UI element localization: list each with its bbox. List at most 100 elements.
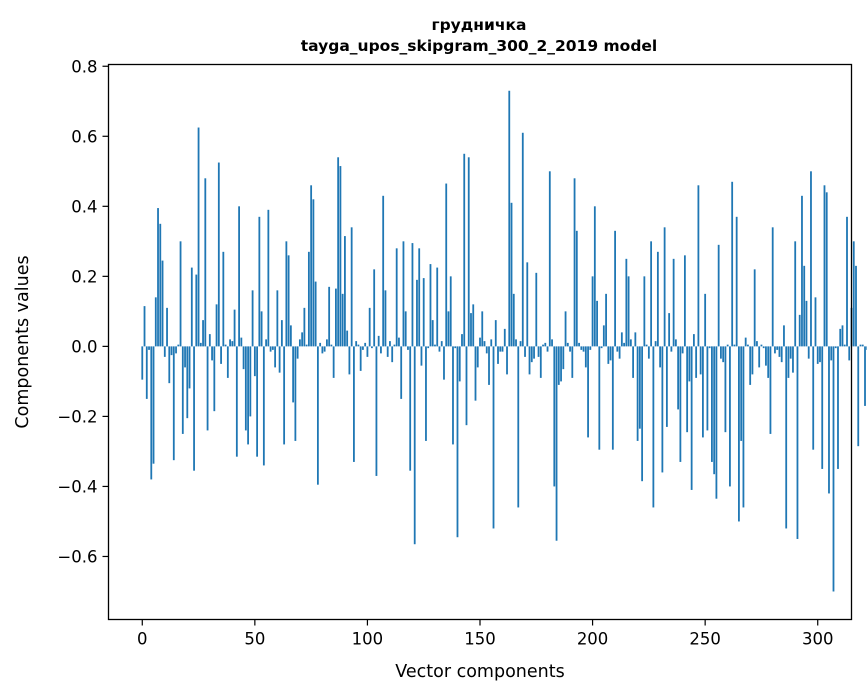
bar-169 <box>521 132 524 347</box>
bar-40 <box>231 341 234 347</box>
bar-129 <box>431 320 434 347</box>
bar-17 <box>179 241 182 347</box>
bar-260 <box>726 344 729 347</box>
bar-94 <box>353 346 355 462</box>
bar-135 <box>445 183 448 347</box>
bar-311 <box>841 325 844 347</box>
bar-192 <box>573 178 576 347</box>
bar-318 <box>857 346 860 447</box>
bar-282 <box>776 346 779 350</box>
y-tick-label: 0.2 <box>71 267 97 286</box>
bar-287 <box>787 346 790 378</box>
bar-36 <box>222 251 225 347</box>
bar-64 <box>285 241 288 347</box>
bar-168 <box>519 341 522 347</box>
y-tick-label: 0.6 <box>71 127 97 146</box>
x-axis-label: Vector components <box>395 662 564 682</box>
bar-203 <box>598 346 601 450</box>
x-tick-label: 150 <box>464 630 496 649</box>
bar-134 <box>443 346 445 380</box>
bar-291 <box>796 346 799 539</box>
bar-171 <box>526 262 529 347</box>
bar-273 <box>756 341 758 347</box>
bar-141 <box>458 346 461 382</box>
bar-238 <box>677 346 680 410</box>
bar-286 <box>785 346 788 529</box>
bar-222 <box>641 346 644 482</box>
bar-57 <box>269 346 272 352</box>
bar-77 <box>314 281 317 347</box>
bar-250 <box>704 293 707 347</box>
bar-153 <box>485 346 488 354</box>
bar-38 <box>226 346 229 378</box>
bar-159 <box>499 346 502 352</box>
bar-166 <box>515 339 517 347</box>
bar-195 <box>580 346 583 350</box>
bar-18 <box>181 346 184 434</box>
bar-50 <box>253 346 256 377</box>
bar-90 <box>344 236 346 347</box>
bar-53 <box>260 311 263 347</box>
bar-304 <box>825 192 828 347</box>
bar-215 <box>625 258 628 347</box>
bar-181 <box>548 171 551 347</box>
bar-96 <box>357 344 360 347</box>
bar-58 <box>271 346 274 350</box>
y-axis-ticks: −0.6 −0.4 −0.2 0.0 0.2 0.4 0.6 0.8 <box>57 57 109 566</box>
bar-170 <box>524 346 526 357</box>
bar-0 <box>141 346 144 380</box>
bar-201 <box>593 206 596 347</box>
bar-220 <box>636 346 639 441</box>
bar-142 <box>461 334 463 347</box>
bar-113 <box>395 248 398 347</box>
bar-226 <box>650 241 653 347</box>
bar-69 <box>296 346 299 359</box>
x-tick-label: 0 <box>137 630 148 649</box>
bar-297 <box>810 171 812 347</box>
bar-267 <box>742 346 745 508</box>
bar-108 <box>384 290 387 347</box>
bar-268 <box>744 337 747 347</box>
bar-70 <box>298 339 301 347</box>
bar-154 <box>488 346 490 385</box>
bar-294 <box>803 265 806 347</box>
bar-295 <box>805 300 808 347</box>
x-axis-ticks: 0 50 100 150 200 250 300 <box>137 619 833 649</box>
bar-236 <box>672 258 675 347</box>
bar-105 <box>377 335 380 347</box>
bar-52 <box>258 216 261 347</box>
bar-45 <box>242 346 245 370</box>
bar-120 <box>411 243 414 347</box>
bar-59 <box>274 346 277 368</box>
bar-99 <box>364 342 367 347</box>
bar-127 <box>427 346 430 349</box>
bar-34 <box>217 162 220 347</box>
bar-62 <box>280 320 283 347</box>
bar-302 <box>821 346 824 469</box>
bar-119 <box>409 346 412 471</box>
bar-139 <box>454 346 457 349</box>
bar-172 <box>528 346 531 375</box>
bar-11 <box>166 307 168 347</box>
bar-80 <box>321 346 324 354</box>
bar-230 <box>659 346 662 368</box>
bar-84 <box>330 344 333 347</box>
bar-261 <box>729 346 731 487</box>
bar-209 <box>611 346 614 450</box>
bar-60 <box>276 290 279 347</box>
bar-12 <box>168 346 171 384</box>
bar-237 <box>674 339 677 347</box>
bar-33 <box>215 304 218 347</box>
bar-23 <box>193 346 195 471</box>
bar-157 <box>494 320 497 347</box>
bar-274 <box>758 346 761 368</box>
bar-303 <box>823 185 826 347</box>
y-tick-label: −0.6 <box>57 547 97 566</box>
bar-289 <box>792 346 794 373</box>
bar-121 <box>413 346 416 545</box>
chart-title: грудничка <box>431 16 526 34</box>
bar-103 <box>373 269 376 347</box>
bar-283 <box>778 346 781 357</box>
bar-131 <box>436 267 439 347</box>
bar-25 <box>197 127 200 347</box>
